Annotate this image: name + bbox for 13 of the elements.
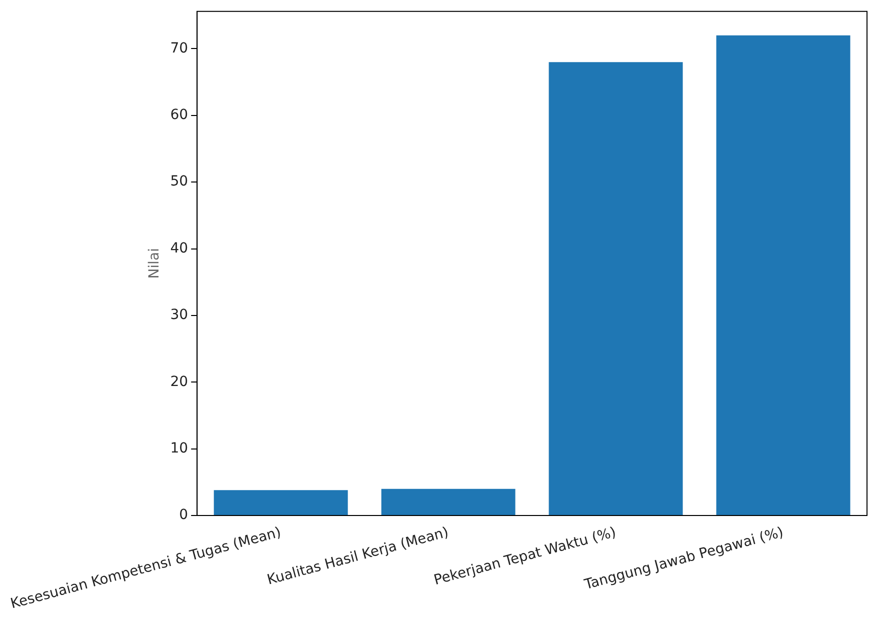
y-tick-label: 0 — [179, 507, 188, 524]
y-tick-label: 60 — [170, 107, 188, 124]
y-tick-label: 10 — [170, 440, 188, 456]
y-axis-title: Nilai — [146, 248, 163, 279]
bar — [214, 490, 348, 515]
bar — [716, 35, 850, 515]
y-tick-label: 70 — [170, 40, 188, 56]
y-tick-label: 20 — [170, 374, 188, 390]
y-tick-label: 40 — [170, 240, 188, 256]
bar — [548, 62, 683, 515]
bar — [381, 488, 516, 515]
y-tick-label: 30 — [170, 307, 188, 324]
y-tick-label: 50 — [170, 174, 188, 190]
